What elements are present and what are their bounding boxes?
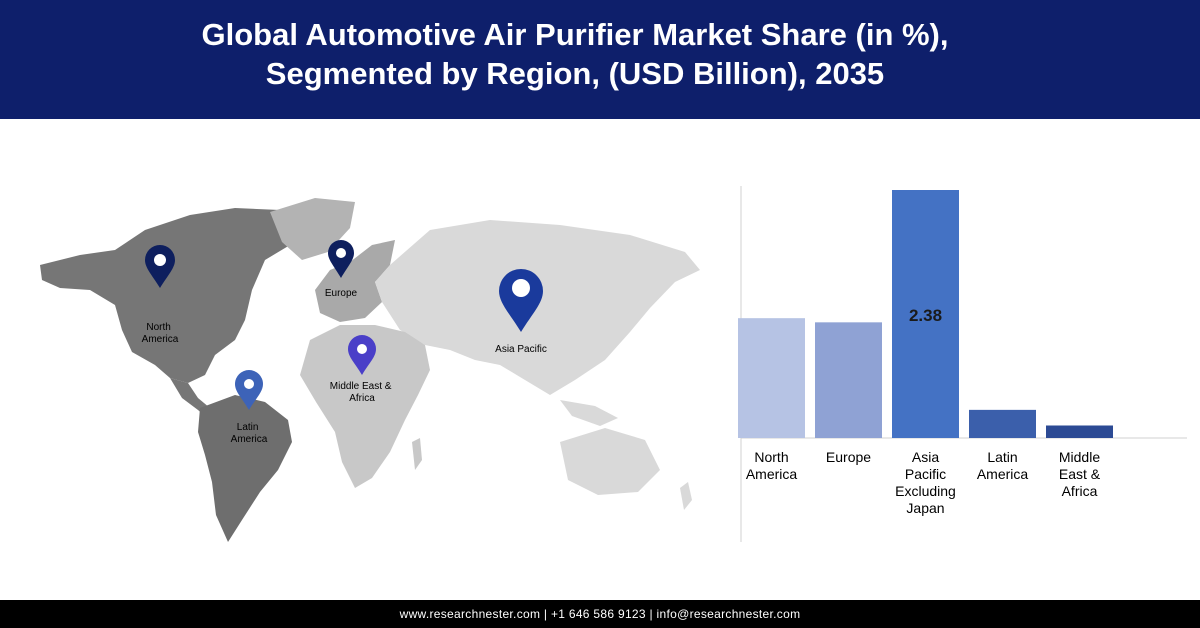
category-label-2: Asia Pacific Excluding Japan (895, 449, 956, 516)
middle-east-africa-pin: Middle East & Africa (330, 335, 394, 404)
bar-chart: North America Europe 2.38 Asia Pacific Excludi… (735, 180, 1200, 550)
south-america-shape (198, 395, 292, 542)
madagascar-shape (412, 438, 422, 470)
category-label-1: Europe (826, 449, 871, 465)
middle-east-africa-pin-icon (348, 335, 376, 375)
north-america-shape (40, 208, 305, 383)
world-map-svg: North America Europe Asia Pacific Middle… (40, 198, 700, 542)
data-label-2: 2.38 (909, 306, 942, 325)
footer-contact-text: www.researchnester.com | +1 646 586 9123… (399, 607, 801, 621)
asia-shape (375, 220, 700, 395)
category-label-0: North America (746, 449, 798, 482)
bar-0 (738, 318, 805, 438)
header-banner: Global Automotive Air Purifier Market Sh… (0, 0, 1200, 119)
bar-4 (1046, 425, 1113, 438)
latin-america-pin-icon (235, 370, 263, 410)
australia-shape (560, 428, 660, 495)
africa-shape (300, 325, 430, 488)
middle-east-africa-pin-label: Middle East & Africa (330, 381, 394, 404)
asia-pacific-pin-icon (499, 269, 543, 332)
bar-1 (815, 322, 882, 438)
category-label-3: Latin America (977, 449, 1029, 482)
bar-3 (969, 409, 1036, 438)
north-america-pin: North America (142, 245, 179, 345)
north-america-pin-label: North America (142, 322, 179, 345)
page-title-line-1: Global Automotive Air Purifier Market Sh… (201, 17, 949, 52)
bar-chart-svg: North America Europe 2.38 Asia Pacific Excludi… (738, 186, 1187, 542)
page-title-line-2: Segmented by Region, (USD Billion), 2035 (265, 56, 885, 91)
southeast-asia-islands-shape (560, 400, 618, 426)
europe-shape (315, 240, 395, 322)
new-zealand-shape (680, 482, 692, 510)
footer-bar: www.researchnester.com | +1 646 586 9123… (0, 600, 1200, 628)
europe-pin-label: Europe (325, 288, 358, 299)
latin-america-pin-label: Latin America (231, 422, 268, 445)
world-map: North America Europe Asia Pacific Middle… (20, 170, 720, 570)
asia-pacific-pin-label: Asia Pacific (495, 344, 547, 355)
category-label-4: Middle East & Africa (1059, 449, 1101, 499)
europe-pin-icon (328, 240, 354, 278)
bars-group: North America Europe 2.38 Asia Pacific Excludi… (738, 190, 1113, 516)
asia-pacific-pin: Asia Pacific (495, 269, 547, 355)
bar-2 (892, 190, 959, 438)
europe-pin: Europe (325, 240, 358, 299)
latin-america-pin: Latin America (231, 370, 268, 445)
north-america-pin-icon (145, 245, 175, 288)
